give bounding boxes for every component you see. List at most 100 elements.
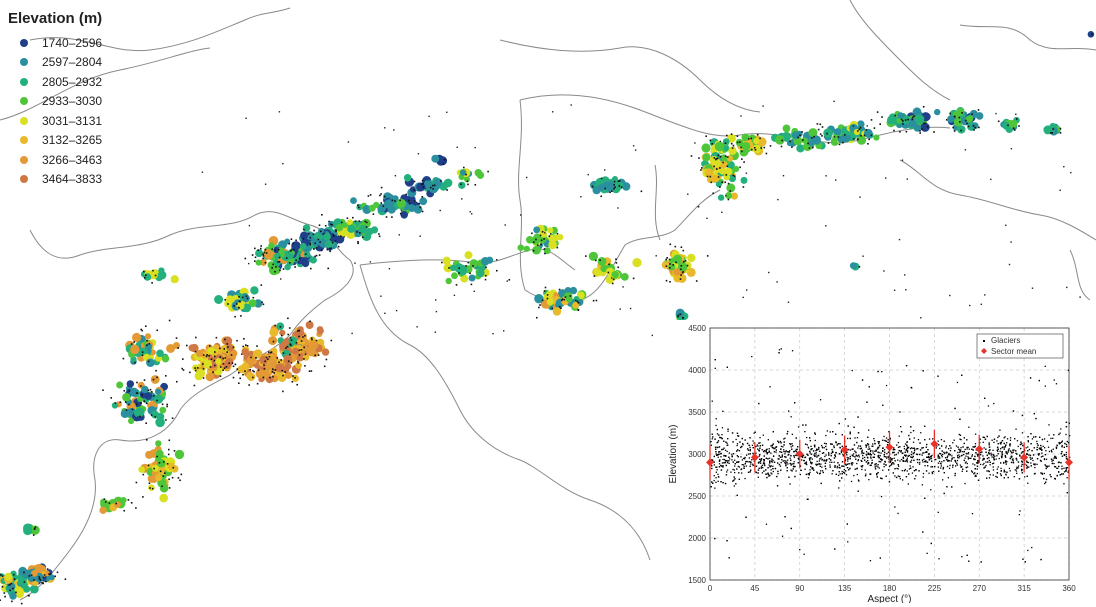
glacier-dot <box>885 456 887 458</box>
glacier-dot <box>989 464 991 466</box>
glacier-dot <box>740 468 742 471</box>
glacier-outline <box>257 369 260 371</box>
glacier-dot <box>720 481 722 483</box>
glacier-outline <box>417 153 420 155</box>
glacier-outline <box>857 130 859 132</box>
glacier-outline <box>866 125 868 127</box>
glacier-dot <box>968 448 970 450</box>
glacier-dot <box>1015 450 1017 452</box>
glacier-outline <box>271 370 274 373</box>
y-tick-label: 2500 <box>688 492 706 501</box>
glacier-dot <box>900 426 902 428</box>
glacier-dot <box>826 459 828 461</box>
glacier-dot <box>878 441 880 443</box>
glacier-dot <box>900 451 902 453</box>
sector-mean-marker <box>1065 458 1073 467</box>
glacier-outline <box>665 265 668 267</box>
glacier-outline <box>123 390 126 392</box>
glacier-outline <box>969 304 971 307</box>
glacier-dot <box>825 434 827 437</box>
glacier-dot <box>809 437 811 439</box>
glacier-outline <box>289 353 291 356</box>
glacier-outline <box>227 303 229 305</box>
glacier-dot <box>715 466 717 468</box>
glacier-outline <box>335 230 337 233</box>
glacier-dot <box>738 478 740 480</box>
glacier-dot <box>885 437 888 439</box>
glacier-dot <box>1027 482 1029 484</box>
glacier-dot <box>721 427 724 429</box>
glacier-outline <box>308 233 310 235</box>
glacier-dot <box>904 451 906 453</box>
glacier-outline <box>236 368 239 370</box>
glacier-dot <box>781 535 784 537</box>
glacier-dot <box>964 462 967 464</box>
glacier-point <box>284 371 293 379</box>
glacier-dot <box>791 443 793 445</box>
glacier-outline <box>672 264 674 266</box>
glacier-dot <box>956 381 959 384</box>
glacier-outline <box>136 381 138 384</box>
glacier-dot <box>992 449 994 451</box>
glacier-dot <box>899 446 901 448</box>
glacier-outline <box>619 308 621 310</box>
glacier-outline <box>300 349 303 351</box>
glacier-outline <box>146 439 148 441</box>
glacier-outline <box>314 354 316 357</box>
glacier-dot <box>924 465 926 467</box>
glacier-dot <box>948 453 950 456</box>
glacier-dot <box>963 437 965 439</box>
glacier-dot <box>891 459 893 461</box>
glacier-outline <box>719 156 722 158</box>
glacier-dot <box>726 450 728 453</box>
glacier-outline <box>357 241 359 243</box>
glacier-dot <box>925 461 927 463</box>
glacier-outline <box>143 400 146 402</box>
glacier-dot <box>1027 450 1029 452</box>
glacier-dot <box>778 455 780 457</box>
glacier-point <box>403 174 412 182</box>
glacier-dot <box>849 433 851 435</box>
glacier-dot <box>976 462 978 464</box>
glacier-point <box>477 269 485 278</box>
glacier-outline <box>124 401 127 403</box>
glacier-dot <box>805 443 807 445</box>
glacier-dot <box>736 444 738 447</box>
glacier-dot <box>762 462 765 464</box>
glacier-dot <box>965 461 967 463</box>
glacier-dot <box>791 470 793 472</box>
glacier-dot <box>1021 451 1024 453</box>
glacier-outline <box>130 502 133 504</box>
glacier-dot <box>778 349 781 351</box>
glacier-dot <box>852 448 854 450</box>
glacier-point <box>834 128 842 136</box>
glacier-dot <box>757 472 759 474</box>
glacier-outline <box>165 419 167 421</box>
glacier-outline <box>741 158 743 160</box>
glacier-outline <box>730 142 733 145</box>
glacier-outline <box>264 248 267 251</box>
glacier-outline <box>222 357 225 360</box>
glacier-dot <box>865 473 867 475</box>
glacier-dot <box>1031 457 1033 459</box>
glacier-dot <box>790 416 792 418</box>
glacier-dot <box>814 446 816 448</box>
glacier-dot <box>893 457 895 459</box>
glacier-dot <box>869 560 872 562</box>
glacier-outline <box>463 166 465 169</box>
glacier-dot <box>972 463 974 465</box>
glacier-dot <box>961 374 963 376</box>
glacier-dot <box>867 452 869 454</box>
glacier-dot <box>966 466 969 468</box>
glacier-outline <box>921 128 923 130</box>
glacier-dot <box>876 448 879 450</box>
glacier-outline <box>556 232 559 235</box>
glacier-dot <box>732 480 734 482</box>
glacier-outline <box>680 265 683 267</box>
glacier-outline <box>972 125 975 127</box>
glacier-dot <box>753 432 755 434</box>
glacier-dot <box>849 458 851 460</box>
glacier-point <box>431 154 440 163</box>
glacier-point <box>265 376 274 384</box>
glacier-dot <box>906 459 908 461</box>
